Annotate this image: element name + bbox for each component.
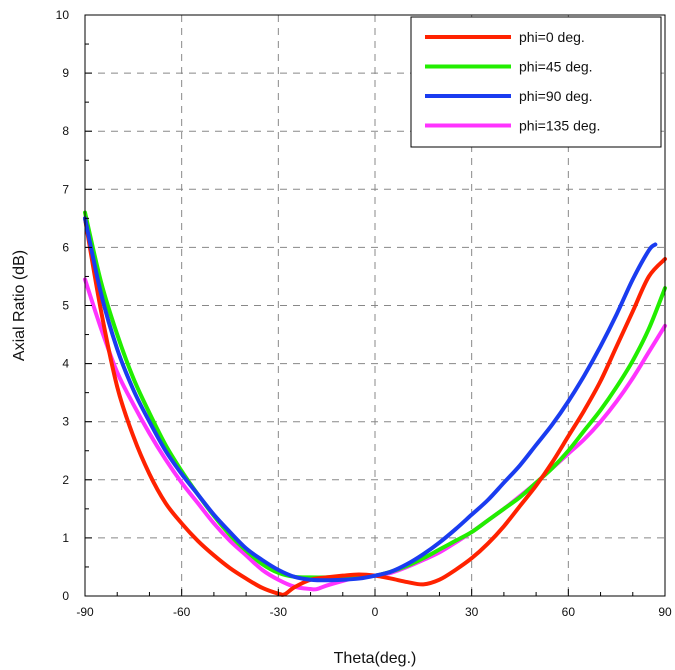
legend-label: phi=0 deg.: [519, 29, 585, 45]
legend-label: phi=135 deg.: [519, 118, 600, 134]
y-tick-label: 1: [62, 531, 69, 545]
legend: phi=0 deg. phi=45 deg. phi=90 deg. phi=135 …: [410, 16, 662, 148]
x-tick-label: -30: [270, 605, 288, 619]
y-tick-label: 0: [62, 589, 69, 603]
x-tick-label: 60: [562, 605, 576, 619]
axis-ticks: [84, 14, 666, 597]
x-tick-label: -60: [173, 605, 191, 619]
y-tick-label: 7: [62, 182, 69, 196]
y-axis-title: Axial Ratio (dB): [11, 250, 28, 361]
y-tick-label: 10: [56, 8, 70, 22]
series-line-2: [83, 216, 658, 583]
x-tick-label: 30: [465, 605, 479, 619]
y-tick-label: 6: [62, 240, 69, 254]
series-line-0: [83, 216, 667, 597]
y-tick-label: 3: [62, 415, 69, 429]
x-tick-label: 90: [658, 605, 672, 619]
y-tick-label: 4: [62, 357, 69, 371]
y-tick-label: 9: [62, 66, 69, 80]
legend-label: phi=90 deg.: [519, 88, 593, 104]
tick-labels: -90 -60 -30 0 30 60 90 0 1 2 3 4 5 6 7 8 9 10: [56, 8, 672, 619]
y-tick-label: 5: [62, 299, 69, 313]
x-axis-title: Theta(deg.): [334, 650, 417, 667]
y-tick-label: 8: [62, 124, 69, 138]
x-tick-label: 0: [372, 605, 379, 619]
series-lines: [83, 210, 667, 597]
legend-label: phi=45 deg.: [519, 59, 593, 75]
y-tick-label: 2: [62, 473, 69, 487]
x-tick-label: -90: [76, 605, 94, 619]
